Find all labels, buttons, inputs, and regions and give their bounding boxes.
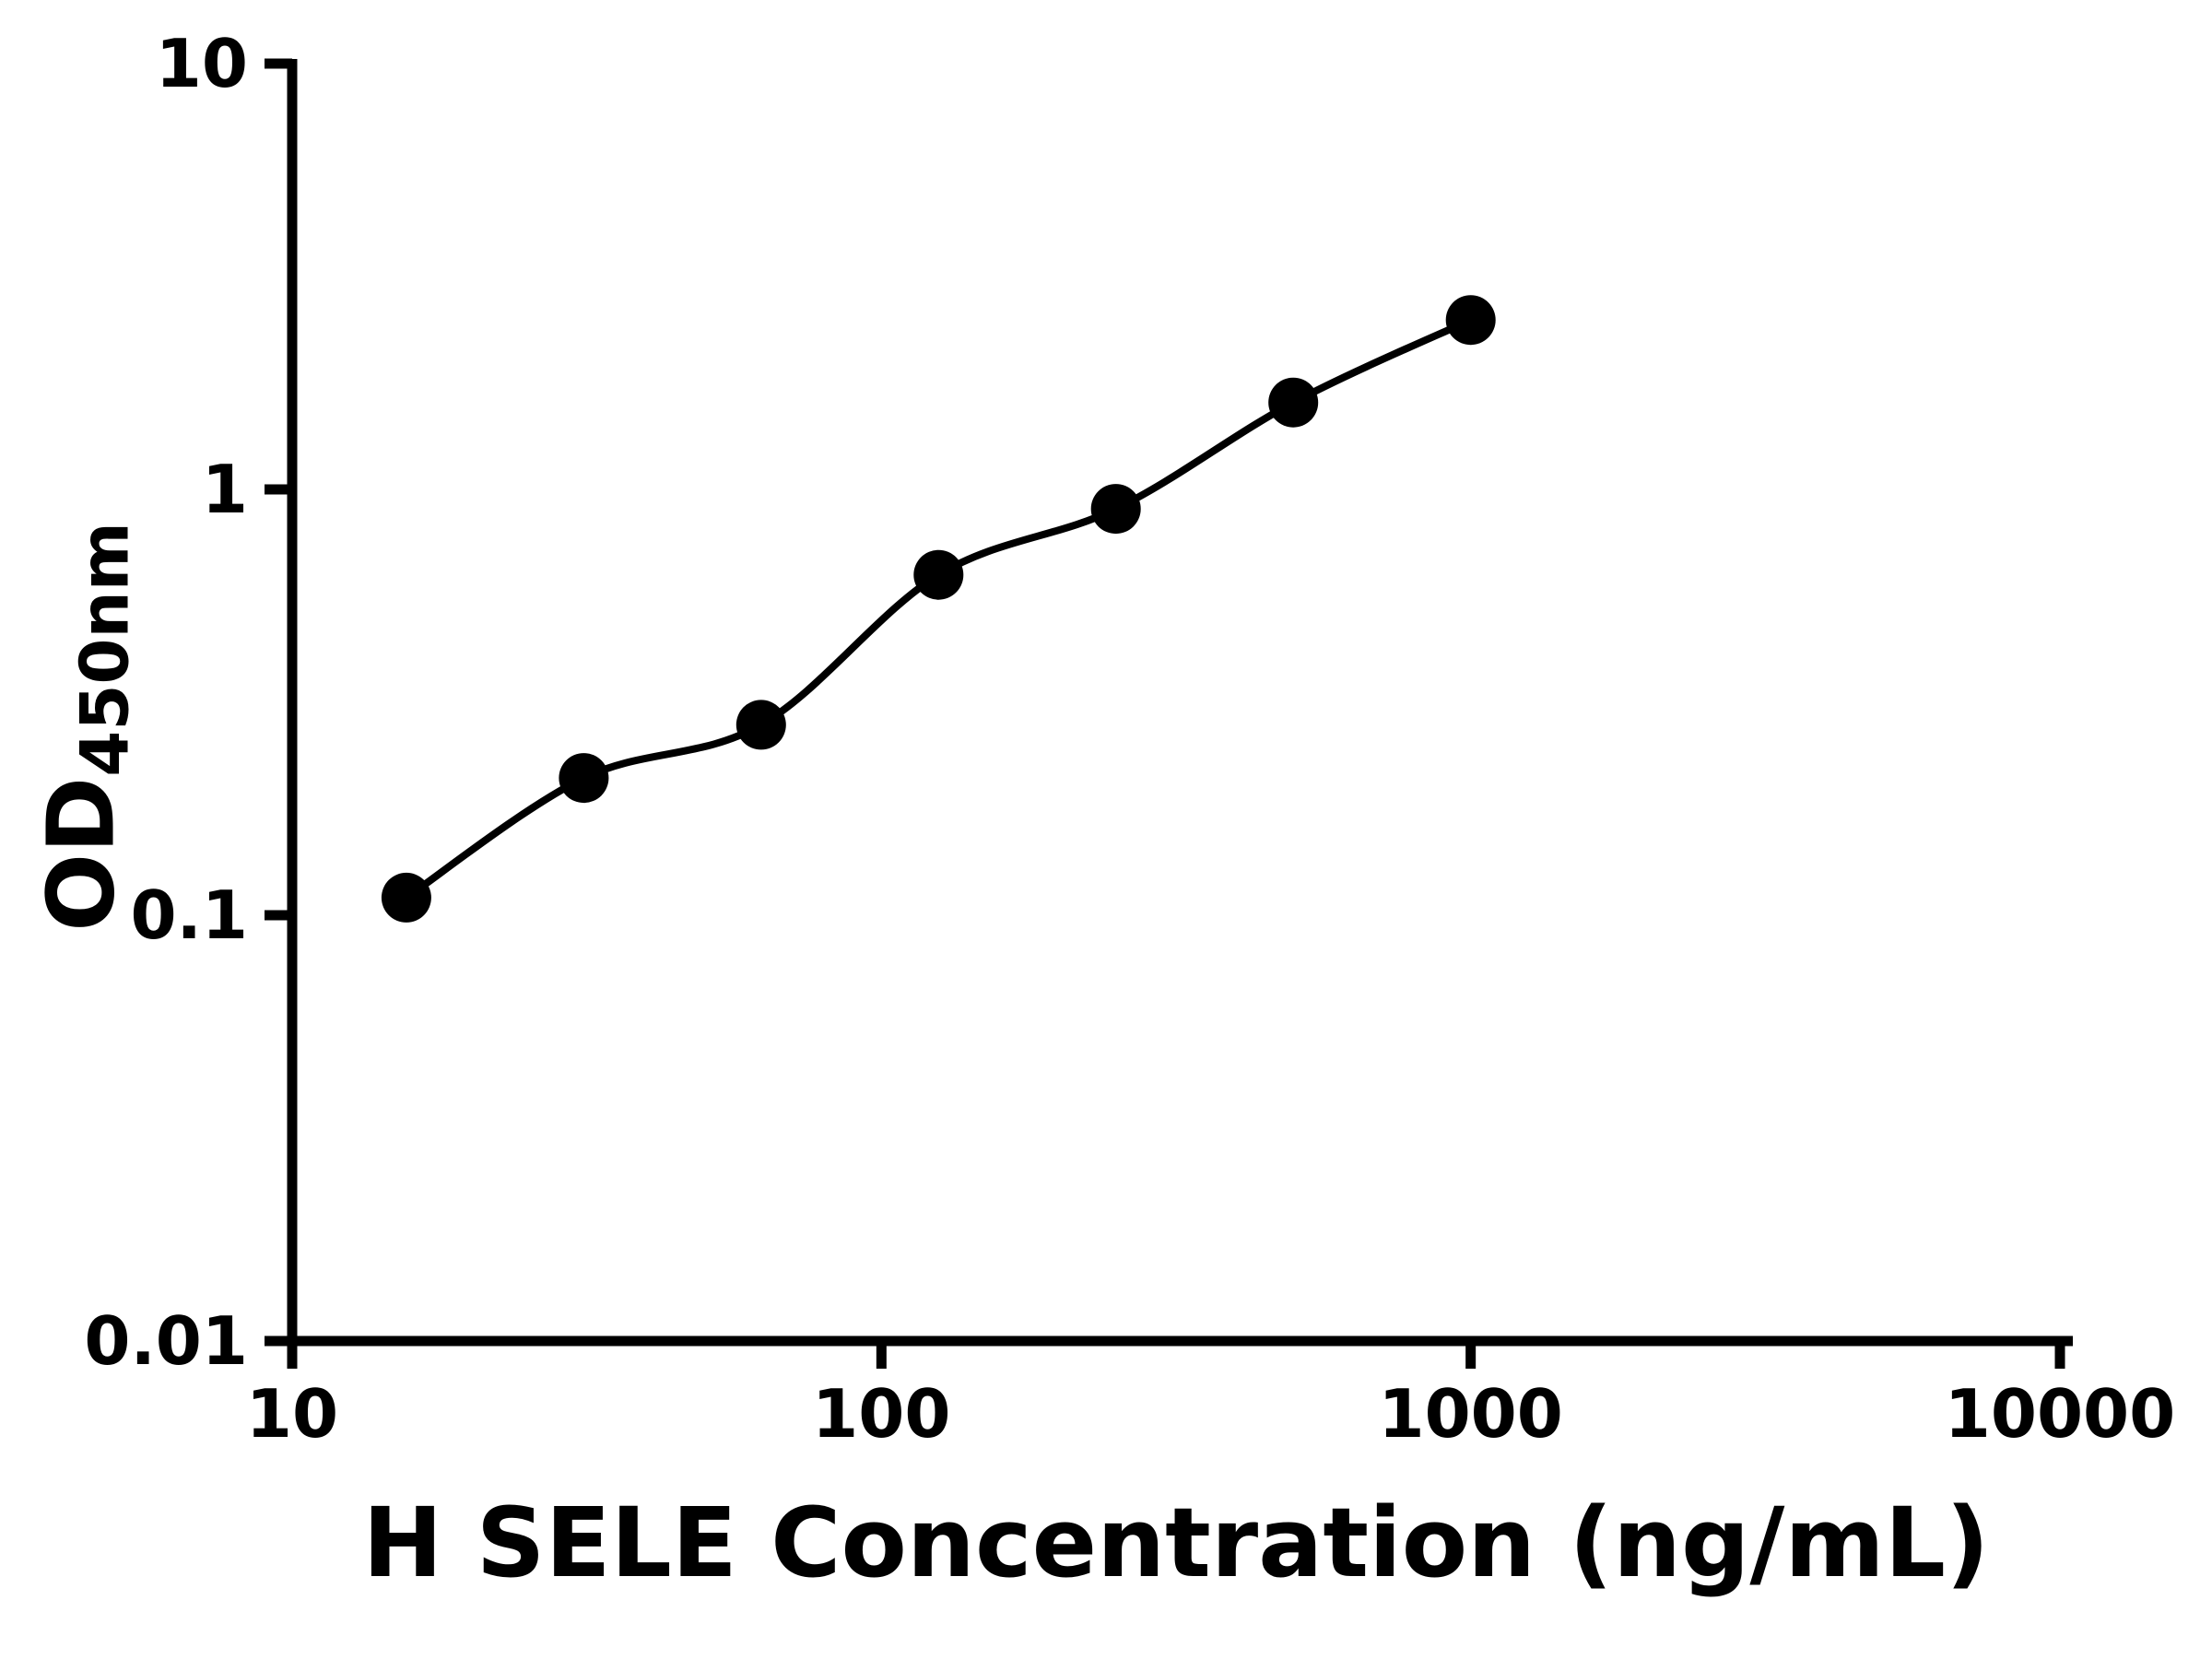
data-point (381, 872, 431, 923)
data-point (735, 700, 786, 750)
x-axis-tick-label: 10000 (1945, 1375, 2176, 1453)
x-axis-tick-label: 10 (246, 1375, 338, 1453)
y-axis-tick-label: 0.1 (130, 877, 248, 954)
y-axis-title-subscript: 450nm (65, 522, 144, 777)
y-axis-tick-label: 10 (156, 25, 248, 102)
x-axis-tick-label: 100 (812, 1375, 950, 1453)
axis-spine (287, 59, 2073, 1347)
y-axis-title-main: OD (27, 776, 135, 932)
data-point (913, 549, 964, 600)
x-axis-title: H SELE Concentration (ng/mL) (362, 1487, 1990, 1599)
x-axis-tick-label: 1000 (1378, 1375, 1562, 1453)
y-axis-title: OD450nm (15, 359, 148, 1096)
y-axis-tick-label: 0.01 (84, 1302, 248, 1380)
y-axis-tick-label: 1 (202, 451, 248, 528)
data-point (1445, 295, 1496, 346)
data-point (559, 753, 609, 804)
data-point (1090, 484, 1141, 535)
data-point (1268, 377, 1319, 428)
